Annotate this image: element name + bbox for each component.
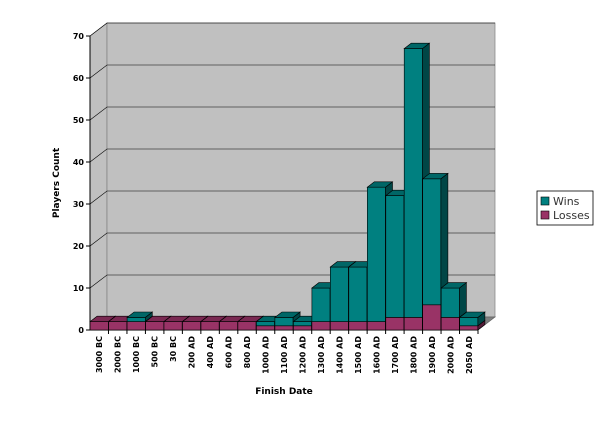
wins-bar <box>293 321 312 327</box>
y-axis-title: Players Count <box>52 147 62 218</box>
x-tick-label: 1000 AD <box>262 336 271 374</box>
legend-swatch-losses <box>540 210 550 220</box>
gridline <box>89 148 495 163</box>
wins-bar <box>311 287 331 322</box>
x-tick-label: 1400 AD <box>335 336 344 374</box>
x-tick-label: 1300 AD <box>317 336 326 374</box>
wins-bar-top <box>403 42 431 49</box>
losses-bar <box>145 321 165 331</box>
x-tick-label: 800 AD <box>243 336 252 369</box>
losses-bar <box>311 321 331 331</box>
x-tick-label: 30 BC <box>169 336 178 362</box>
y-tick-label: 30 <box>73 200 85 209</box>
x-tick-label: 200 AD <box>188 336 197 369</box>
legend-swatch-wins <box>540 196 550 206</box>
wins-bar <box>366 186 386 322</box>
y-tick-label: 40 <box>73 158 85 167</box>
x-tick-label: 1500 AD <box>354 336 363 374</box>
wins-bar <box>459 317 479 327</box>
y-tick-label: 60 <box>73 74 85 83</box>
wins-bar <box>422 178 442 306</box>
legend-box <box>536 190 594 226</box>
losses-bar <box>256 325 275 331</box>
x-tick-label: 1100 AD <box>280 336 289 374</box>
x-axis-title: Finish Date <box>255 387 313 397</box>
losses-bar <box>163 321 183 331</box>
wins-bar-top <box>274 311 301 318</box>
losses-bar <box>126 321 146 331</box>
x-tick-label: 1600 AD <box>372 336 381 374</box>
losses-bar <box>459 325 479 331</box>
x-tick-label: 1800 AD <box>409 336 418 374</box>
losses-bar <box>108 321 128 331</box>
losses-bar <box>274 325 294 331</box>
losses-bar <box>366 321 386 331</box>
x-tick-label: 2050 AD <box>465 336 474 374</box>
y-tick-label: 10 <box>73 284 85 293</box>
wins-bar <box>403 48 423 318</box>
x-tick-label: 600 AD <box>225 336 234 369</box>
losses-bar <box>200 321 220 331</box>
y-tick-label: 0 <box>78 326 84 335</box>
left-wall <box>89 22 108 331</box>
wins-bar-top <box>421 173 449 180</box>
losses-bar <box>422 304 442 331</box>
losses-bar <box>89 321 109 331</box>
wins-bar-side <box>459 281 467 319</box>
wins-bar <box>440 287 460 318</box>
gridline <box>89 22 495 37</box>
wins-bar-top <box>126 311 154 318</box>
losses-bar <box>403 317 423 331</box>
wins-bar <box>274 317 294 327</box>
wins-bar <box>348 266 368 322</box>
wins-bar <box>329 266 349 322</box>
losses-bar <box>385 317 405 331</box>
y-tick-label: 70 <box>73 32 85 41</box>
x-tick-label: 500 BC <box>151 336 160 368</box>
wins-bar-top <box>366 181 394 188</box>
x-tick-label: 1200 AD <box>299 336 308 374</box>
x-tick-label: 3000 BC <box>95 336 104 373</box>
losses-bar <box>237 321 257 331</box>
gridline <box>89 106 495 121</box>
legend-label-wins: Wins <box>553 195 580 208</box>
x-tick-label: 1700 AD <box>391 336 400 374</box>
x-tick-label: 2000 BC <box>114 336 123 373</box>
wins-bar-top <box>440 282 468 289</box>
wins-bar <box>126 317 146 322</box>
y-tick-label: 50 <box>73 116 85 125</box>
x-tick-label: 1900 AD <box>428 336 437 374</box>
wins-bar <box>256 321 275 327</box>
gridline <box>89 232 495 247</box>
losses-bar <box>182 321 202 331</box>
losses-bar <box>293 325 312 331</box>
y-tick-label: 20 <box>73 242 85 251</box>
legend-label-losses: Losses <box>553 209 590 222</box>
x-tick-label: 2000 AD <box>446 336 455 374</box>
losses-bar <box>219 321 239 331</box>
gridline <box>89 64 495 79</box>
losses-bar <box>440 317 460 331</box>
losses-bar <box>348 321 368 331</box>
losses-bar <box>329 321 349 331</box>
x-tick-label: 400 AD <box>206 336 215 369</box>
gridline <box>89 190 495 205</box>
wins-bar <box>385 195 405 318</box>
x-tick-label: 1000 BC <box>132 336 141 373</box>
wins-bar-top <box>458 311 486 318</box>
